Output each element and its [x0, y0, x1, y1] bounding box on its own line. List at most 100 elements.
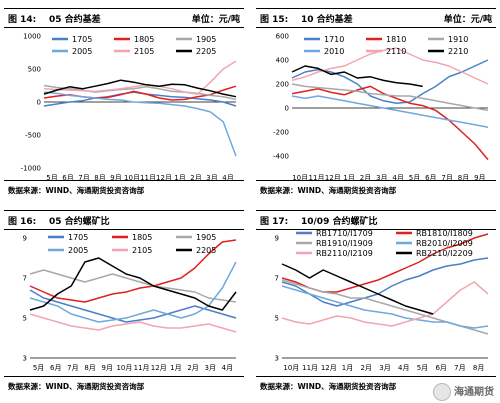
x-tick-label: 11月	[309, 174, 325, 182]
x-tick-label: 2月	[361, 364, 372, 372]
x-tick-label: 2月	[360, 174, 371, 182]
x-tick-label: 6月	[62, 174, 73, 182]
chart-panel-10-09-ratio: 图 17: 10/09 合约螺矿比 9 7 5 3 10月 11月 12月 1月 2月 3月 4月 5…	[256, 210, 496, 400]
chart-panel-10-basis: 图 15: 10 合约基差 单位：元/吨 600 400 200 0 -200 -400 1…	[256, 8, 496, 198]
source-divider	[256, 376, 496, 377]
chart-svg: 600 400 200 0 -200 -400 10月 11月 12月 1月 2月 3月 4月 5月 6月 7…	[273, 33, 489, 182]
x-tick-label: 10月	[124, 174, 140, 182]
series-line-RB1910-I1909	[281, 279, 489, 335]
series-line-2210	[291, 65, 423, 88]
chart-header: 图 14: 05 合约基差 单位：元/吨	[4, 8, 244, 28]
legend-label: 2010	[324, 47, 344, 56]
y-tick-label: 5	[23, 315, 27, 323]
series-line-2105	[29, 313, 237, 333]
legend-label: 1710	[324, 35, 344, 44]
legend-label: 2110	[386, 47, 406, 56]
source-note: 数据来源：WIND、海通期货投资咨询部	[260, 382, 397, 391]
legend-label: 2105	[134, 47, 154, 56]
series-line-2205	[43, 79, 237, 98]
legend-label: 1705	[68, 233, 88, 242]
x-tick-label: 7月	[67, 364, 78, 372]
wechat-icon	[433, 383, 451, 401]
x-tick-label: 3月	[205, 364, 216, 372]
x-tick-label: 7月	[78, 174, 89, 182]
y-tick-label: 7	[275, 275, 279, 283]
x-tick-label: 12月	[325, 174, 341, 182]
x-tick-label: 8月	[473, 364, 484, 372]
source-divider	[4, 180, 244, 181]
legend-label: 1810	[386, 35, 406, 44]
series-line-2005	[29, 261, 237, 323]
chart-title: 10 合约基差	[301, 15, 353, 25]
source-note: 数据来源：WIND、海通期货投资咨询部	[8, 186, 145, 195]
legend-label: 2205	[196, 246, 216, 255]
watermark: 海通期货	[433, 383, 494, 401]
chart-title: 05 合约基差	[49, 15, 101, 25]
legend-label: RB2210/I2209	[416, 249, 473, 258]
source-divider	[4, 376, 244, 377]
legend-label: RB1810/I1809	[416, 229, 473, 238]
y-tick-label: 0	[37, 99, 41, 107]
y-tick-label: -400	[273, 153, 289, 161]
x-tick-label: 8月	[84, 364, 95, 372]
series-line-2010	[291, 95, 489, 128]
y-tick-label: -1000	[21, 165, 41, 173]
chart-unit: 单位：元/吨	[191, 15, 240, 25]
legend-label: 2210	[448, 47, 468, 56]
source-note: 数据来源：WIND、海通期货投资咨询部	[260, 186, 397, 195]
y-tick-label: 9	[275, 235, 279, 243]
y-tick-label: 400	[276, 57, 289, 65]
x-tick-label: 12月	[321, 364, 337, 372]
figure-number: 图 17:	[260, 217, 289, 227]
series-line-2105	[43, 60, 237, 95]
legend-label: 2005	[68, 246, 88, 255]
series-line-1905	[43, 84, 237, 101]
legend-label: 2005	[72, 47, 92, 56]
legend-label: 2105	[132, 246, 152, 255]
x-tick-label: 11月	[140, 174, 156, 182]
x-tick-label: 9月	[110, 174, 121, 182]
legend-label: 2205	[196, 47, 216, 56]
y-tick-label: 0	[285, 105, 289, 113]
legend-label: 1905	[196, 35, 216, 44]
figure-number: 图 16:	[8, 217, 37, 227]
chart-header: 图 17: 10/09 合约螺矿比	[256, 210, 496, 230]
x-tick-label: 9月	[102, 364, 113, 372]
legend: 1705 1805 1905 2005 2105 2205	[48, 233, 216, 255]
x-tick-label: 3月	[376, 174, 387, 182]
x-tick-label: 5月	[409, 174, 420, 182]
x-tick-label: 8月	[458, 174, 469, 182]
x-tick-label: 6月	[435, 364, 446, 372]
x-tick-label: 5月	[46, 174, 57, 182]
series-line-1910	[291, 83, 489, 112]
legend-label: RB1910/I1909	[316, 239, 373, 248]
series-line-2110	[291, 47, 489, 85]
series-line-1905	[29, 269, 237, 303]
source-divider	[256, 180, 496, 181]
x-tick-label: 11月	[134, 364, 150, 372]
figure-number: 图 14:	[8, 15, 37, 25]
x-tick-label: 1月	[342, 364, 353, 372]
y-tick-label: 9	[23, 235, 27, 243]
series-line-RB2210-I2209	[281, 263, 434, 315]
x-tick-label: 9月	[474, 174, 485, 182]
chart-panel-05-ratio: 图 16: 05 合约螺矿比 9 7 5 3 5月 6月 7月 8月 9月 10月 11月 12月 1月…	[4, 210, 244, 400]
legend-label: 1805	[132, 233, 152, 242]
x-tick-label: 10月	[116, 364, 132, 372]
chart-svg: 1000 500 0 -500 -1000 5月 6月 7月 8月 9月 10月 11月 12月 1月 2月…	[21, 33, 237, 182]
chart-header: 图 15: 10 合约基差 单位：元/吨	[256, 8, 496, 28]
chart-header: 图 16: 05 合约螺矿比	[4, 210, 244, 230]
figure-number: 图 15:	[260, 15, 289, 25]
legend-label: 1805	[134, 35, 154, 44]
x-tick-label: 6月	[425, 174, 436, 182]
x-tick-label: 7月	[454, 364, 465, 372]
watermark-text: 海通期货	[454, 387, 494, 398]
series-line-1805	[29, 239, 237, 303]
x-tick-label: 8月	[94, 174, 105, 182]
y-tick-label: 1000	[23, 33, 41, 41]
y-tick-label: 3	[23, 355, 27, 363]
x-tick-label: 4月	[222, 364, 233, 372]
x-tick-label: 6月	[50, 364, 61, 372]
legend-label: 1705	[72, 35, 92, 44]
